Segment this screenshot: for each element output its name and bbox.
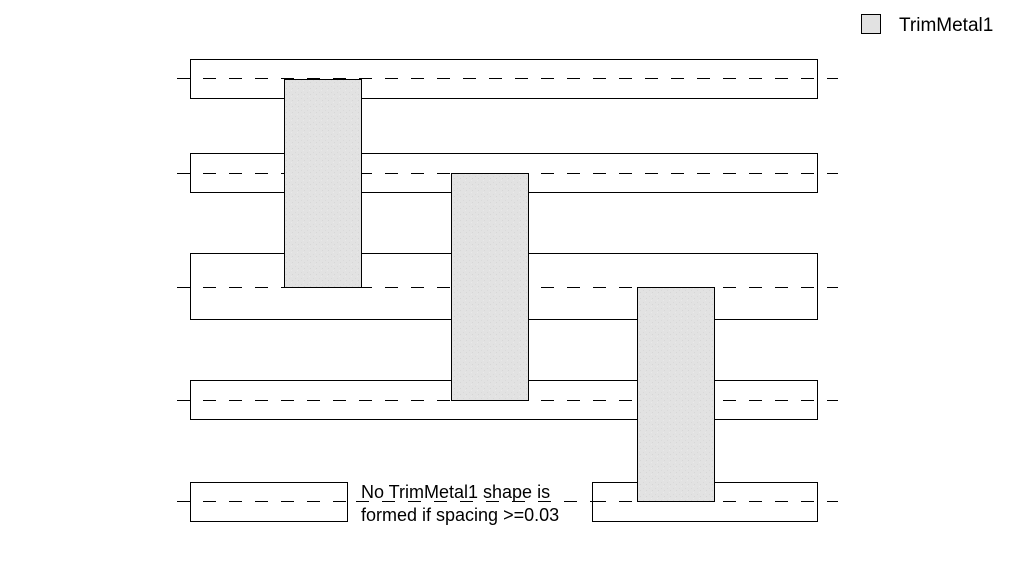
legend: TrimMetal1 (861, 14, 993, 36)
legend-label: TrimMetal1 (899, 15, 993, 36)
annotation-line-2: formed if spacing >=0.03 (361, 505, 559, 525)
trim-shape-3 (637, 287, 715, 502)
trim-shape-1 (284, 79, 362, 288)
spacing-annotation: No TrimMetal1 shape is formed if spacing… (356, 480, 592, 526)
trim-shape-2 (451, 173, 529, 401)
trim-metal-shapes (284, 79, 715, 502)
metal-track-5-left (190, 482, 348, 522)
legend-swatch (861, 14, 881, 34)
annotation-line-1: No TrimMetal1 shape is (361, 482, 550, 502)
